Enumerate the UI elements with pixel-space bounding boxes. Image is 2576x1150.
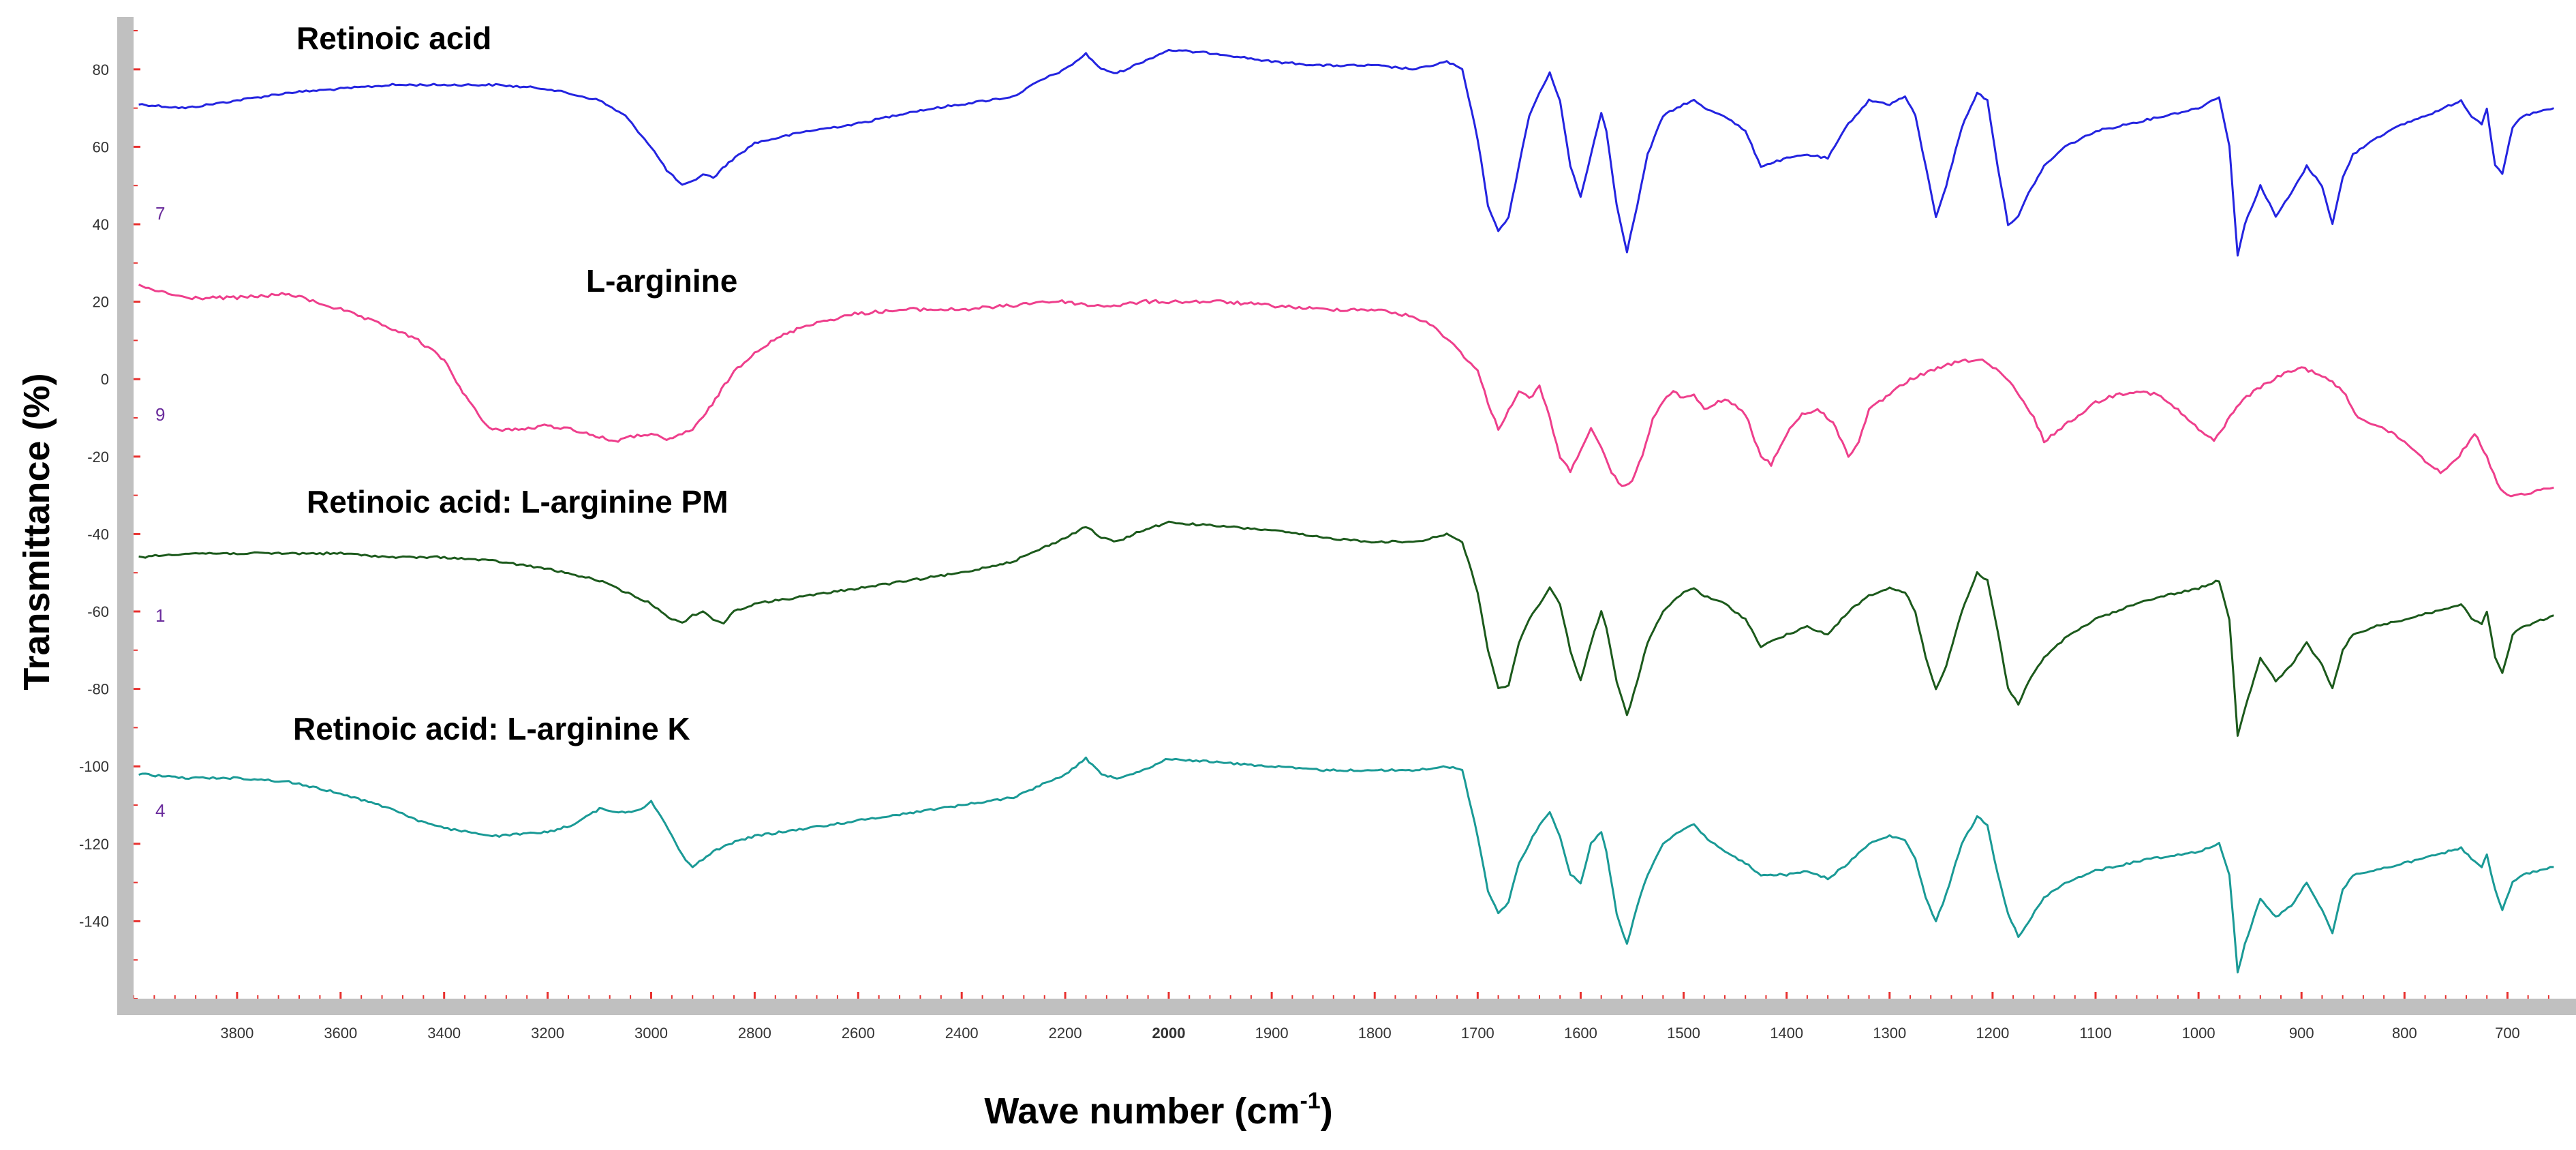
y-axis-bar xyxy=(117,17,134,1015)
y-tick-label: 0 xyxy=(101,371,109,388)
y-tick-label: -80 xyxy=(87,681,109,698)
series-id-4: 4 xyxy=(155,800,165,821)
y-tick-label: 20 xyxy=(93,294,109,311)
y-tick-label: -20 xyxy=(87,449,109,466)
series-label-1: Retinoic acid xyxy=(296,20,491,56)
x-tick-label: 1500 xyxy=(1667,1025,1700,1042)
x-tick-label: 1300 xyxy=(1873,1025,1906,1042)
x-axis-ticks: 3800 3600 3400 3200 3000 2800 2600 2400 2200 2000… xyxy=(133,992,2549,1042)
x-axis-title-superscript: -1 xyxy=(1300,1088,1320,1114)
x-tick-label: 1400 xyxy=(1770,1025,1803,1042)
x-tick-label: 1600 xyxy=(1564,1025,1597,1042)
series-id-3: 1 xyxy=(155,605,165,626)
y-tick-label: -40 xyxy=(87,526,109,543)
x-axis-title-end: ) xyxy=(1321,1091,1333,1132)
x-tick-label: 1200 xyxy=(1976,1025,2009,1042)
y-tick-label: 80 xyxy=(93,61,109,78)
x-tick-label: 3200 xyxy=(531,1025,564,1042)
x-tick-label: 800 xyxy=(2392,1025,2417,1042)
x-axis-bar xyxy=(117,999,2576,1015)
x-tick-label: 3400 xyxy=(427,1025,461,1042)
y-tick-label: -120 xyxy=(79,836,109,853)
series-id-1: 7 xyxy=(155,203,165,224)
x-tick-label: 1000 xyxy=(2182,1025,2215,1042)
x-tick-label: 3600 xyxy=(324,1025,357,1042)
x-tick-label: 1700 xyxy=(1461,1025,1494,1042)
y-tick-label: -140 xyxy=(79,913,109,930)
series-label-2: L-arginine xyxy=(586,263,737,299)
x-tick-label: 700 xyxy=(2495,1025,2520,1042)
x-tick-label: 2400 xyxy=(945,1025,979,1042)
x-axis-title-text: Wave number (cm xyxy=(984,1091,1300,1132)
spectrum-traces xyxy=(138,48,2554,973)
x-tick-label: 1800 xyxy=(1358,1025,1392,1042)
series-line-4 xyxy=(138,756,2554,973)
x-tick-label: 1100 xyxy=(2079,1025,2111,1042)
x-tick-label: 2800 xyxy=(738,1025,771,1042)
series-line-2 xyxy=(138,284,2554,498)
series-label-4: Retinoic acid: L-arginine K xyxy=(293,711,690,746)
x-tick-label: 900 xyxy=(2289,1025,2314,1042)
x-tick-label: 1900 xyxy=(1255,1025,1289,1042)
series-line-1 xyxy=(138,48,2554,257)
y-tick-label: 40 xyxy=(93,216,109,233)
x-tick-label: 2200 xyxy=(1049,1025,1082,1042)
y-tick-label: -100 xyxy=(79,758,109,775)
y-tick-label: 60 xyxy=(93,138,109,155)
y-tick-label: -60 xyxy=(87,603,109,620)
y-axis-ticks: 80 60 40 20 0 -20 -40 -60 -80 -100 -120 -140 xyxy=(79,30,140,999)
x-tick-label: 3800 xyxy=(220,1025,254,1042)
x-tick-label: 2600 xyxy=(842,1025,875,1042)
series-line-3 xyxy=(138,520,2554,737)
series-label-3: Retinoic acid: L-arginine PM xyxy=(307,484,729,519)
axis-frame xyxy=(117,17,2576,1015)
series-id-2: 9 xyxy=(155,404,165,425)
x-tick-label: 3000 xyxy=(634,1025,668,1042)
x-axis-title: Wave number (cm-1) xyxy=(984,1088,1332,1132)
x-tick-label: 2000 xyxy=(1152,1025,1186,1042)
series-labels: Retinoic acid 7 L-arginine 9 Retinoic acid: … xyxy=(155,20,737,821)
y-axis-title: Transmittance (%) xyxy=(16,373,57,690)
